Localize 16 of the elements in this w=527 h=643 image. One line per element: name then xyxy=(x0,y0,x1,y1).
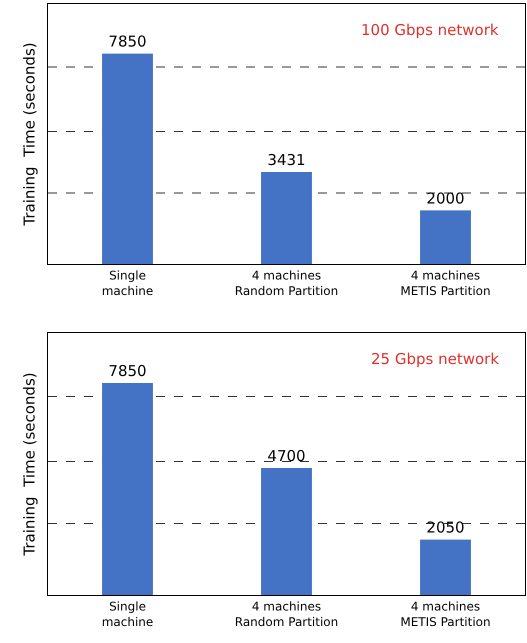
text: 100 Gbps network xyxy=(361,21,499,39)
data-label: 2050 xyxy=(426,518,465,537)
x-tick-label: 4 machines Random Partition xyxy=(234,268,338,298)
data-label: 7850 xyxy=(108,32,147,51)
x-tick-label: 4 machines Random Partition xyxy=(234,599,338,629)
x-tick-label: 4 machines METIS Partition xyxy=(400,268,491,298)
x-tick-label: 4 machines METIS Partition xyxy=(400,599,491,629)
data-label: 3431 xyxy=(267,151,306,170)
y-axis-title: Training Time (seconds) xyxy=(20,372,38,557)
x-tick-label: Single machine xyxy=(102,599,154,629)
text: 25 Gbps network xyxy=(371,350,500,368)
y-axis-title: Training Time (seconds) xyxy=(20,42,38,227)
data-label: 4700 xyxy=(267,447,306,466)
data-label: 2000 xyxy=(426,189,465,208)
x-tick-label: Single machine xyxy=(102,268,154,298)
data-label: 7850 xyxy=(108,362,147,380)
